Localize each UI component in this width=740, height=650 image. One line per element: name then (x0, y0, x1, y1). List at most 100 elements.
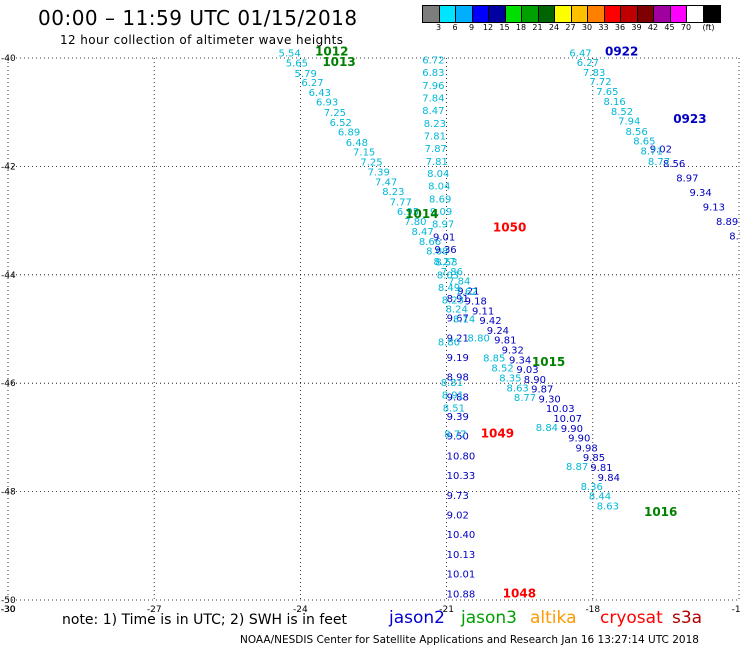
color-scale-swatch (637, 6, 654, 22)
color-scale-swatch (505, 6, 522, 22)
color-scale-tick: (ft) (702, 23, 715, 32)
pass-time-label: 1016 (644, 505, 677, 519)
swh-value-label: 9.32 (502, 345, 524, 356)
swh-value-label: 9.88 (447, 392, 469, 403)
swh-value-label: 8.77 (648, 157, 670, 168)
mission-legend-jason2: jason2 (389, 608, 445, 628)
swh-value-label: 9.34 (509, 355, 531, 366)
swh-value-label: 8.89 (716, 217, 738, 228)
color-scale-tick: 6 (452, 23, 458, 32)
swh-value-label: 9.85 (583, 453, 605, 464)
swh-value-label: 7.81 (424, 131, 446, 142)
lat-tick-label-bottom: -30 (1, 605, 16, 615)
color-scale-tick: 70 (680, 23, 692, 32)
swh-value-label: 8.04 (428, 182, 450, 193)
swh-value-label: 7.81 (426, 157, 448, 168)
swh-value-label: 8.7 (729, 232, 740, 243)
pass-time-label: 1014 (405, 207, 438, 221)
swh-value-label: 7.65 (596, 87, 618, 98)
color-scale-swatch (670, 6, 687, 22)
swh-value-label: 7.62 (455, 287, 477, 298)
swh-value-label: 7.39 (368, 168, 390, 179)
swh-value-label: 6.72 (422, 55, 444, 66)
color-scale-tick: 9 (468, 23, 475, 32)
swh-value-label: 8.52 (491, 363, 513, 374)
swh-value-label: 8.90 (524, 375, 546, 386)
color-scale-tick: 27 (565, 23, 576, 32)
swh-value-label: 7.86 (441, 267, 463, 278)
swh-value-label: 5.79 (295, 69, 317, 80)
swh-value-label: 9.09 (430, 207, 452, 218)
swh-value-label: 8.66 (419, 237, 441, 248)
swh-value-label: 8.84 (536, 423, 558, 434)
swh-value-label: 8.27 (433, 257, 455, 268)
swh-value-label: 9.34 (689, 188, 711, 199)
swh-value-label: 5.65 (286, 59, 308, 70)
mission-legend-jason3: jason3 (461, 608, 517, 628)
swh-value-label: 10.88 (447, 589, 476, 600)
swh-value-label: 7.25 (324, 108, 346, 119)
swh-value-label: 9.73 (447, 491, 469, 502)
swh-value-label: 10.03 (546, 404, 575, 415)
swh-value-label: 9.18 (465, 297, 487, 308)
swh-value-label: 8.91 (447, 294, 469, 305)
mission-legend-cryosat: cryosat (600, 608, 663, 628)
swh-value-label: 9.02 (447, 511, 469, 522)
swh-value-label: 9.21 (447, 333, 469, 344)
swh-value-label: 8.35 (499, 374, 521, 385)
swh-value-label: 8.85 (483, 354, 505, 365)
swh-value-label: 8.56 (663, 159, 685, 170)
swh-value-label: 6.93 (316, 98, 338, 109)
swh-value-label: 6.89 (338, 128, 360, 139)
color-scale-tick: 18 (515, 23, 527, 32)
lon-tick-label: -24 (293, 605, 308, 615)
swh-value-label: 7.77 (390, 197, 412, 208)
swh-value-label: 8.47 (412, 227, 434, 238)
swh-value-label: 9.81 (494, 336, 516, 347)
swh-value-label: 8.03 (437, 271, 459, 282)
swh-value-label: 8.24 (446, 305, 468, 316)
swh-value-label: 10.07 (553, 414, 582, 425)
swh-value-label: 7.72 (589, 77, 611, 88)
lat-tick-label: -48 (1, 488, 16, 498)
color-scale-tick: 21 (532, 23, 543, 32)
swh-value-label: 6.43 (309, 88, 331, 99)
swh-value-label: 8.23 (424, 119, 446, 130)
color-scale-swatch (489, 6, 506, 22)
color-scale-tick: 12 (482, 23, 494, 32)
swh-value-label: 8.77 (514, 393, 536, 404)
swh-value-label: 10.13 (447, 550, 476, 561)
swh-value-label: 9.03 (516, 365, 538, 376)
swh-value-label: 9.90 (568, 434, 590, 445)
swh-value-label: 10.80 (447, 451, 476, 462)
pass-time-label: 1050 (493, 220, 526, 234)
swh-value-label: 8.08 (426, 247, 448, 258)
swh-value-label: 9.24 (487, 326, 509, 337)
swh-value-label: 8.91 (442, 390, 464, 401)
color-scale-swatch (456, 6, 473, 22)
swh-value-label: 8.47 (422, 106, 444, 117)
swh-value-label: 9.98 (575, 443, 597, 454)
color-scale-swatch (621, 6, 638, 22)
swh-value-label: 7.47 (375, 177, 397, 188)
color-scale-tick: 30 (581, 23, 593, 32)
color-scale-swatch (472, 6, 489, 22)
swh-value-label: 8.77 (444, 429, 466, 440)
swh-value-label: 8.97 (432, 220, 454, 231)
color-scale-swatch (439, 6, 456, 22)
pass-time-label: 1048 (503, 586, 536, 600)
color-scale-tick: 36 (614, 23, 626, 32)
lat-tick-label: -50 (1, 596, 16, 606)
swh-value-label: 8.80 (438, 337, 460, 348)
color-scale-swatch (538, 6, 555, 22)
color-scale-swatch (571, 6, 588, 22)
swh-value-label: 9.42 (479, 316, 501, 327)
color-scale-tick: 24 (548, 23, 560, 32)
swh-value-label: 9.84 (598, 473, 620, 484)
swh-value-label: 9.11 (472, 306, 494, 317)
swh-value-label: 10.33 (447, 471, 476, 482)
swh-value-label: 9.19 (447, 353, 469, 364)
swh-value-label: 8.81 (441, 378, 463, 389)
swh-value-label: 8.23 (382, 187, 404, 198)
swh-value-label: 9.90 (561, 424, 583, 435)
